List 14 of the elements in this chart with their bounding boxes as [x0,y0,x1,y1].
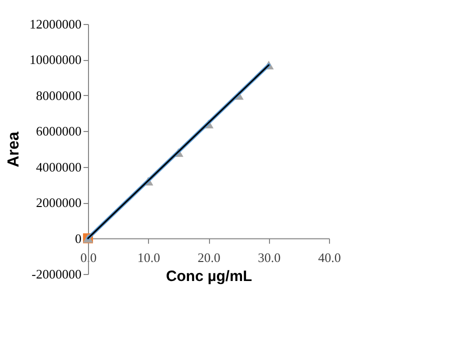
x-tick-label: 40.0 [318,250,341,265]
y-tick-label: -2000000 [32,266,82,282]
y-tick-label: 10000000 [30,52,82,68]
x-axis-title: Conc µg/mL [166,268,252,285]
y-tick-label: 6000000 [36,124,82,139]
y-axis-title: Area [6,132,22,168]
x-tick-label: 10.0 [137,250,160,265]
y-tick-label: 0 [75,230,82,246]
y-tick-label: 2000000 [36,195,82,210]
y-tick-label: 4000000 [36,159,82,174]
y-tick-label: 8000000 [36,88,82,103]
x-tick-label: 20.0 [198,250,220,265]
y-tick-label: 12000000 [30,16,82,32]
x-tick-label: 30.0 [258,250,281,265]
